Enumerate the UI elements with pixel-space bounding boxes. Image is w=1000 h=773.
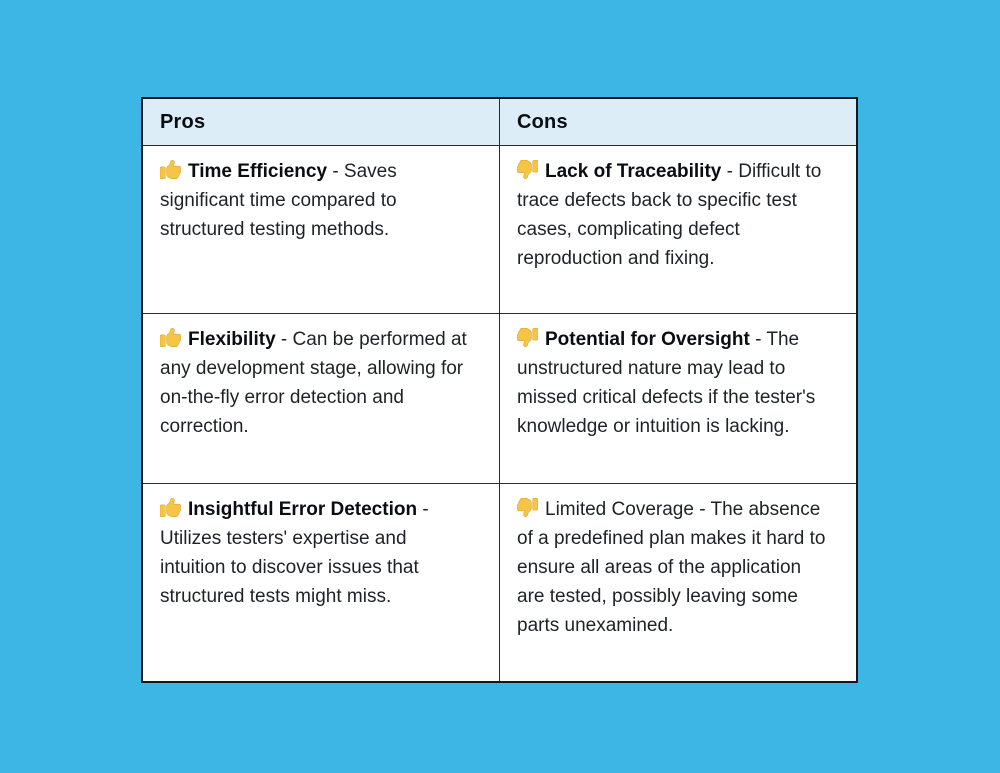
header-row: Pros Cons <box>141 97 858 146</box>
con-cell: Potential for Oversight - The unstructur… <box>499 313 858 484</box>
pro-cell: Flexibility - Can be performed at any de… <box>141 313 500 484</box>
con-title: Lack of Traceability <box>545 161 722 182</box>
pro-title: Insightful Error Detection <box>188 499 418 520</box>
con-text: - Difficult to trace defects back to spe… <box>517 161 822 269</box>
thumbs-up-icon <box>160 327 181 348</box>
thumbs-down-icon <box>517 497 538 518</box>
con-text: - The absence of a predefined plan makes… <box>517 499 826 636</box>
con-cell: Limited Coverage - The absence of a pred… <box>499 483 858 682</box>
pro-cell: Insightful Error Detection - Utilizes te… <box>141 483 500 682</box>
pro-cell: Time Efficiency - Saves significant time… <box>141 145 500 314</box>
thumbs-down-icon <box>517 159 538 180</box>
thumbs-up-icon <box>160 497 181 518</box>
table-row: Time Efficiency - Saves significant time… <box>141 145 858 314</box>
pros-header-label: Pros <box>160 110 206 133</box>
pros-cons-table: Pros Cons Time Efficiency - Saves signif… <box>141 97 858 683</box>
con-cell: Lack of Traceability - Difficult to trac… <box>499 145 858 314</box>
pro-text: - Utilizes testers' expertise and intuit… <box>160 499 429 607</box>
table-row: Insightful Error Detection - Utilizes te… <box>141 483 858 682</box>
cons-header-label: Cons <box>517 110 568 133</box>
con-title: Limited Coverage <box>545 499 694 520</box>
cons-header-cell: Cons <box>499 97 858 146</box>
table-row: Flexibility - Can be performed at any de… <box>141 313 858 484</box>
pro-text: - Saves significant time compared to str… <box>160 161 397 240</box>
pro-text: - Can be performed at any development st… <box>160 329 467 437</box>
thumbs-down-icon <box>517 327 538 348</box>
thumbs-up-icon <box>160 159 181 180</box>
con-title: Potential for Oversight <box>545 329 750 350</box>
pros-header-cell: Pros <box>141 97 500 146</box>
pro-title: Time Efficiency <box>188 161 328 182</box>
pro-title: Flexibility <box>188 329 276 350</box>
con-text: - The unstructured nature may lead to mi… <box>517 329 816 437</box>
